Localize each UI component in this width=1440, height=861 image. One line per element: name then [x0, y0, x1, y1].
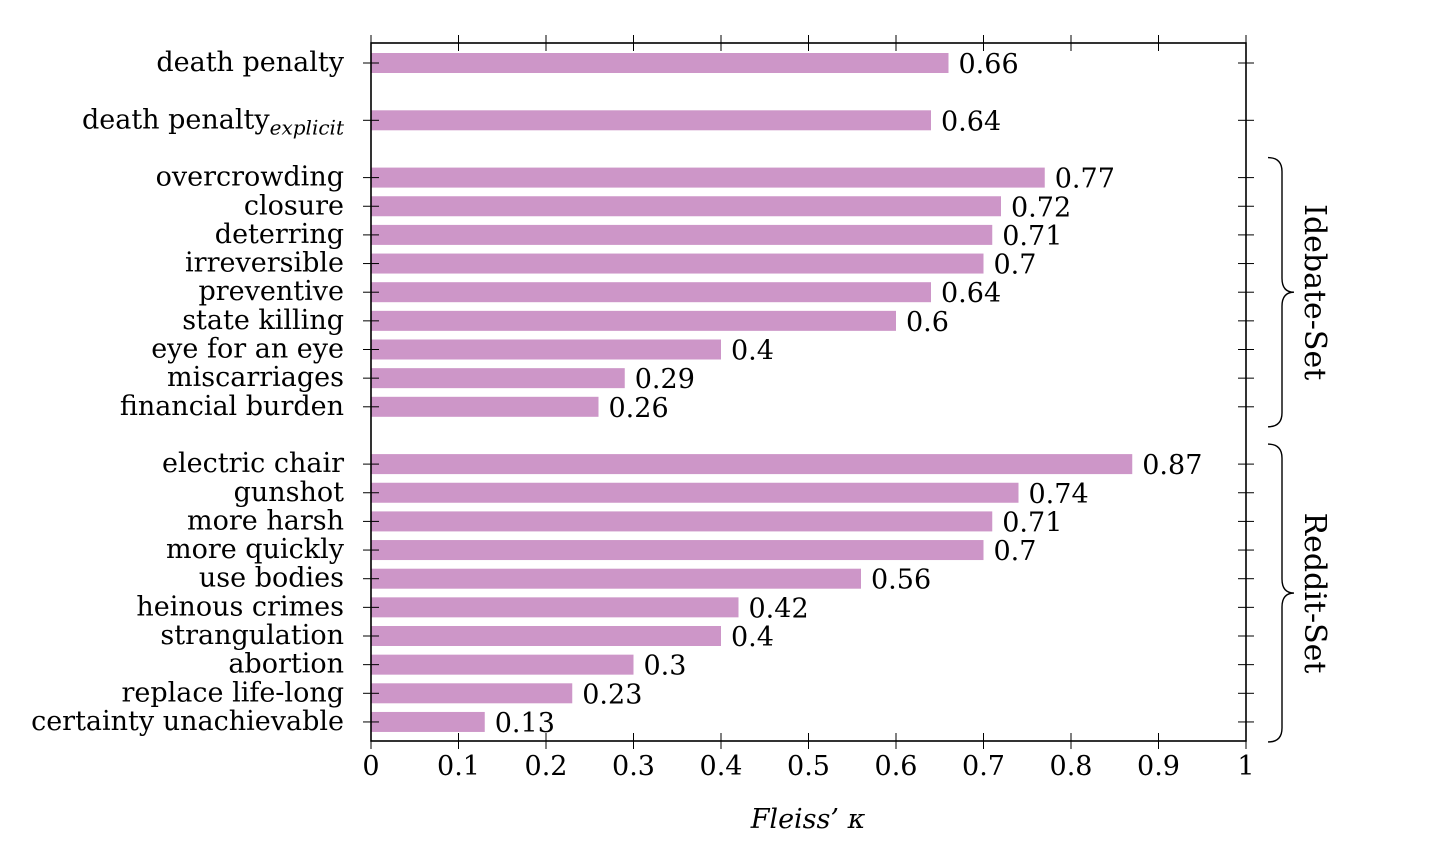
category-label-5: irreversible [185, 248, 344, 279]
bar-2 [371, 167, 1045, 188]
x-axis-title: Fleiss’ κ [750, 804, 866, 835]
category-label-15: use bodies [199, 563, 344, 594]
x-tick-label-8: 0.8 [1050, 751, 1093, 782]
category-label-3: closure [244, 190, 344, 221]
bars-layer [371, 53, 1133, 732]
bar-6 [371, 282, 931, 303]
x-tick-label-6: 0.6 [875, 751, 918, 782]
x-tick-label-0: 0 [362, 751, 379, 782]
category-label-6: preventive [198, 276, 344, 307]
category-label-20: certainty unachievable [31, 706, 344, 737]
bar-13 [371, 511, 993, 532]
bar-19 [371, 683, 573, 704]
group-label-1: Reddit-Set [1297, 513, 1332, 674]
category-label-10: financial burden [120, 391, 344, 422]
bar-12 [371, 482, 1019, 503]
x-tick-label-2: 0.2 [525, 751, 568, 782]
category-label-13: more harsh [187, 505, 344, 536]
category-label-4: deterring [215, 219, 344, 250]
category-label-0: death penalty [156, 47, 344, 78]
value-label-16: 0.42 [749, 593, 809, 624]
value-label-9: 0.29 [635, 364, 695, 395]
bar-3 [371, 196, 1001, 217]
category-label-19: replace life-long [121, 677, 344, 708]
x-tick-label-4: 0.4 [700, 751, 743, 782]
value-label-1: 0.64 [941, 106, 1001, 137]
value-label-6: 0.64 [941, 278, 1001, 309]
value-label-7: 0.6 [906, 307, 949, 338]
value-label-15: 0.56 [871, 565, 931, 596]
bar-5 [371, 253, 984, 274]
bar-14 [371, 540, 984, 561]
x-tick-label-10: 1 [1237, 751, 1254, 782]
bar-10 [371, 396, 599, 417]
bar-7 [371, 310, 896, 331]
bar-11 [371, 454, 1133, 475]
value-label-13: 0.71 [1002, 507, 1062, 538]
category-label-16: heinous crimes [136, 591, 344, 622]
category-label-11: electric chair [162, 448, 344, 479]
x-tick-label-7: 0.7 [962, 751, 1005, 782]
category-label-7: state killing [182, 305, 344, 336]
value-label-17: 0.4 [731, 622, 774, 653]
group-brace-1 [1267, 443, 1295, 743]
value-label-18: 0.3 [644, 651, 687, 682]
value-label-20: 0.13 [495, 708, 555, 739]
value-label-19: 0.23 [582, 679, 642, 710]
value-label-0: 0.66 [959, 49, 1019, 80]
bar-18 [371, 654, 634, 675]
group-label-0: Idebate-Set [1297, 204, 1332, 380]
bar-4 [371, 224, 993, 245]
value-label-2: 0.77 [1055, 164, 1115, 195]
value-label-3: 0.72 [1011, 192, 1071, 223]
value-label-10: 0.26 [609, 393, 669, 424]
plot-frame [370, 42, 1247, 742]
value-label-5: 0.7 [994, 250, 1037, 281]
bar-8 [371, 339, 721, 360]
bar-9 [371, 368, 625, 389]
x-tick-label-9: 0.9 [1137, 751, 1180, 782]
category-label-14: more quickly [166, 534, 345, 565]
x-tick-label-1: 0.1 [437, 751, 480, 782]
value-label-12: 0.74 [1029, 479, 1089, 510]
bar-16 [371, 597, 739, 618]
category-label-12: gunshot [234, 477, 345, 508]
category-label-17: strangulation [160, 620, 344, 651]
value-label-11: 0.87 [1142, 450, 1202, 481]
value-label-14: 0.7 [994, 536, 1037, 567]
x-tick-label-5: 0.5 [787, 751, 830, 782]
bar-20 [371, 711, 485, 732]
value-label-4: 0.71 [1002, 221, 1062, 252]
group-brace-0 [1267, 156, 1295, 428]
bar-15 [371, 568, 861, 589]
category-label-1: death penaltyexplicit [82, 104, 345, 139]
labels-layer: 0.66 death penalty 0.64 death penaltyexplic… [31, 47, 1255, 782]
bar-1 [371, 110, 931, 131]
category-label-9: miscarriages [167, 362, 344, 393]
category-label-2: overcrowding [156, 162, 344, 193]
groups-layer: Idebate-Set Reddit-Set [1267, 156, 1332, 743]
category-label-18: abortion [228, 649, 344, 680]
category-label-8: eye for an eye [151, 334, 344, 365]
bar-17 [371, 626, 721, 646]
bar-0 [371, 53, 949, 73]
x-tick-label-3: 0.3 [612, 751, 655, 782]
value-label-8: 0.4 [731, 336, 774, 367]
